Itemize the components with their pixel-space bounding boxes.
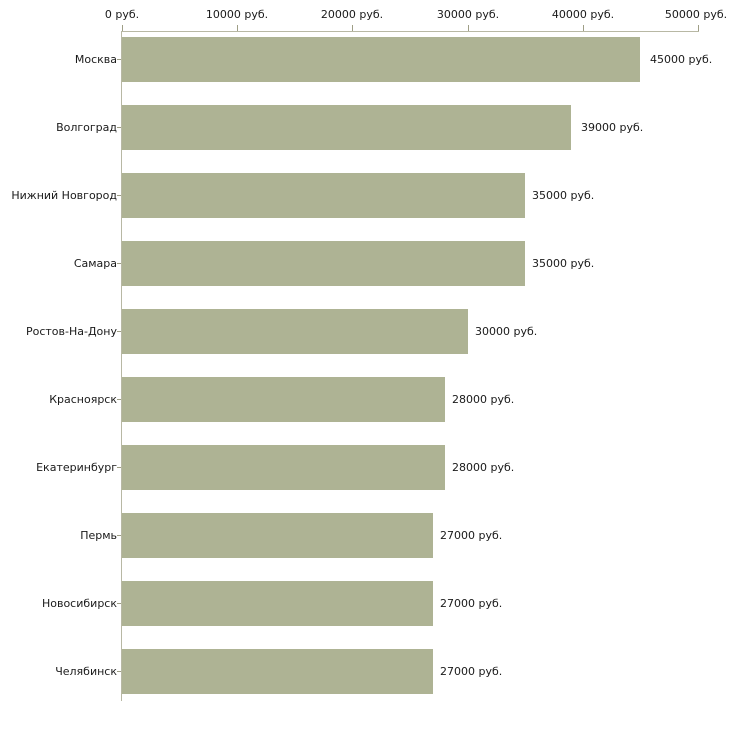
x-axis-line [122,31,699,32]
bar-value-label-rostov-na-donu: 30000 руб. [475,325,538,338]
x-axis-tick-label: 40000 руб. [551,8,615,21]
bar-krasnoyarsk[interactable] [122,377,445,422]
x-axis-tick-50000 [698,25,699,31]
y-axis-tick-volgograd [117,127,121,128]
y-axis-tick-rostov-na-donu [117,331,121,332]
y-axis-category-label-krasnoyarsk: Красноярск [49,393,117,406]
x-axis-tick-40000 [583,25,584,31]
x-axis-tick-label: 30000 руб. [436,8,500,21]
x-axis-tick-label: 0 руб. [104,8,140,21]
bar-value-label-samara: 35000 руб. [532,257,595,270]
y-axis-category-label-perm: Пермь [80,529,117,542]
y-axis-category-label-novosibirsk: Новосибирск [41,597,117,610]
y-axis-tick-samara [117,263,121,264]
x-axis-tick-20000 [352,25,353,31]
y-axis-category-label-chelyabinsk: Челябинск [55,665,117,678]
y-axis-category-label-samara: Самара [73,257,117,270]
y-axis-tick-krasnoyarsk [117,399,121,400]
bar-volgograd[interactable] [122,105,571,150]
x-axis-tick-30000 [468,25,469,31]
y-axis-category-label-nizhniy-novgorod: Нижний Новгород [11,189,117,202]
y-axis-line [121,31,122,701]
bar-value-label-ekaterinburg: 28000 руб. [452,461,515,474]
bar-rostov-na-donu[interactable] [122,309,468,354]
x-axis-tick-labels: 0 руб. 10000 руб. 20000 руб. 30000 руб. … [0,8,730,24]
y-axis-category-label-rostov-na-donu: Ростов-На-Дону [25,325,117,338]
bar-novosibirsk[interactable] [122,581,433,626]
bar-perm[interactable] [122,513,433,558]
x-axis-tick-label: 50000 руб. [664,8,728,21]
y-axis-tick-ekaterinburg [117,467,121,468]
y-axis-tick-moskva [117,59,121,60]
bar-moskva[interactable] [122,37,640,82]
bar-value-label-volgograd: 39000 руб. [581,121,644,134]
x-axis-tick-label: 10000 руб. [205,8,269,21]
bar-value-label-nizhniy-novgorod: 35000 руб. [532,189,595,202]
y-axis-tick-chelyabinsk [117,671,121,672]
bar-nizhniy-novgorod[interactable] [122,173,525,218]
x-axis-tick-label: 20000 руб. [320,8,384,21]
x-axis-tick-0 [122,25,123,31]
x-axis-tick-10000 [237,25,238,31]
y-axis-tick-perm [117,535,121,536]
bar-value-label-novosibirsk: 27000 руб. [440,597,503,610]
bar-value-label-perm: 27000 руб. [440,529,503,542]
y-axis-category-label-moskva: Москва [74,53,117,66]
bar-value-label-krasnoyarsk: 28000 руб. [452,393,515,406]
y-axis-category-label-ekaterinburg: Екатеринбург [36,461,117,474]
y-axis-tick-novosibirsk [117,603,121,604]
bar-ekaterinburg[interactable] [122,445,445,490]
y-axis-category-label-volgograd: Волгоград [56,121,117,134]
bar-value-label-chelyabinsk: 27000 руб. [440,665,503,678]
bar-chelyabinsk[interactable] [122,649,433,694]
y-axis-tick-nizhniy-novgorod [117,195,121,196]
bar-value-label-moskva: 45000 руб. [650,53,713,66]
bar-samara[interactable] [122,241,525,286]
